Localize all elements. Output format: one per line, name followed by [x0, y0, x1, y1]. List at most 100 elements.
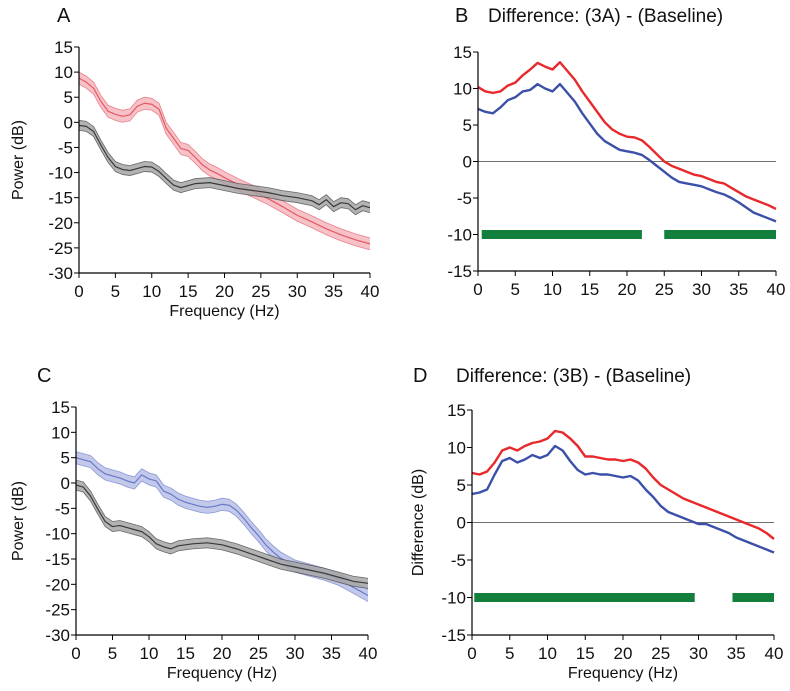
y-tick-label: 0: [61, 474, 70, 493]
series-line-1: [477, 82, 777, 223]
series-band-edge-lower-0: [78, 83, 371, 251]
x-tick-label: 35: [729, 280, 748, 299]
series-band-edge-upper-1: [78, 119, 371, 206]
panel-title: Difference: (3A) - (Baseline): [488, 6, 723, 27]
x-tick-label: 30: [692, 280, 711, 299]
y-tick-label: -25: [45, 601, 70, 620]
y-tick-label: -20: [45, 575, 70, 594]
significance-bar-1: [732, 593, 774, 602]
x-tick-label: 0: [71, 644, 80, 663]
x-tick-label: 30: [288, 282, 307, 301]
series-line-1: [75, 484, 369, 584]
y-tick-label: -10: [48, 164, 73, 183]
x-tick-label: 5: [111, 282, 120, 301]
x-tick-label: 15: [176, 644, 195, 663]
x-tick-label: 30: [689, 644, 708, 663]
y-axis-label: Power (dB): [10, 120, 27, 200]
series-line-0: [477, 61, 777, 211]
series-line-1: [471, 444, 775, 554]
y-tick-label: 15: [51, 398, 70, 417]
x-tick-label: 20: [213, 644, 232, 663]
series-band-edge-upper-0: [78, 71, 371, 239]
x-tick-label: 0: [467, 644, 476, 663]
x-tick-label: 10: [140, 644, 159, 663]
x-axis-label: Frequency (Hz): [568, 665, 678, 682]
x-tick-label: 25: [655, 280, 674, 299]
y-tick-label: 0: [64, 113, 73, 132]
x-tick-label: 40: [765, 644, 784, 663]
significance-bar-1: [664, 230, 776, 239]
y-axis-label: Difference (dB): [410, 469, 427, 576]
panel-b: B Difference: (3A) - (Baseline) 15 10 5 0 -5 -1…: [447, 5, 785, 299]
y-tick-label: -15: [441, 626, 466, 645]
x-tick-label: 10: [538, 644, 557, 663]
x-tick-label: 20: [618, 280, 637, 299]
x-tick-label: 5: [505, 644, 514, 663]
series-band-0: [79, 72, 370, 250]
panel-letter: A: [57, 5, 71, 27]
x-tick-label: 25: [251, 282, 270, 301]
y-tick-label: 0: [463, 153, 472, 172]
series-line-0: [471, 429, 775, 540]
y-tick-label: -30: [48, 264, 73, 283]
series-line-0: [78, 77, 371, 245]
y-tick-label: -15: [48, 189, 73, 208]
series-band-edge-upper-0: [75, 451, 369, 590]
x-axis-label: Frequency (Hz): [169, 303, 279, 320]
panel-letter: D: [413, 365, 427, 387]
series-band-1: [79, 120, 370, 215]
panel-letter: B: [455, 5, 468, 27]
x-tick-label: 15: [580, 280, 599, 299]
y-axis-label: Power (dB): [10, 481, 27, 561]
x-tick-label: 0: [473, 280, 482, 299]
series-line-1: [78, 124, 371, 211]
y-tick-label: -30: [45, 626, 70, 645]
y-tick-label: -20: [48, 214, 73, 233]
y-tick-label: 5: [64, 88, 73, 107]
series-band-1: [76, 479, 368, 589]
y-tick-label: -5: [58, 138, 73, 157]
y-tick-label: 15: [453, 43, 472, 62]
y-tick-label: -10: [45, 525, 70, 544]
y-tick-label: 0: [457, 514, 466, 533]
x-tick-label: 40: [767, 280, 786, 299]
y-tick-label: 5: [457, 476, 466, 495]
x-tick-label: 40: [361, 282, 380, 301]
y-tick-label: 10: [453, 80, 472, 99]
y-tick-label: 15: [447, 401, 466, 420]
y-tick-label: -15: [45, 550, 70, 569]
x-tick-label: 35: [322, 644, 341, 663]
y-tick-label: 5: [61, 449, 70, 468]
x-tick-label: 25: [651, 644, 670, 663]
x-tick-label: 5: [108, 644, 117, 663]
panel-letter: C: [37, 365, 51, 387]
y-tick-label: 10: [54, 63, 73, 82]
x-tick-label: 10: [543, 280, 562, 299]
x-tick-label: 30: [286, 644, 305, 663]
x-tick-label: 25: [249, 644, 268, 663]
series-band-edge-lower-1: [78, 129, 371, 216]
x-tick-label: 15: [179, 282, 198, 301]
x-tick-label: 35: [324, 282, 343, 301]
y-tick-label: -10: [441, 589, 466, 608]
y-tick-label: 10: [51, 423, 70, 442]
x-tick-label: 15: [576, 644, 595, 663]
x-tick-label: 40: [359, 644, 378, 663]
x-tick-label: 20: [614, 644, 633, 663]
x-axis-label: Frequency (Hz): [167, 665, 277, 682]
y-tick-label: -25: [48, 239, 73, 258]
panel-title: Difference: (3B) - (Baseline): [456, 366, 691, 387]
y-tick-label: -5: [451, 551, 466, 570]
x-tick-label: 20: [215, 282, 234, 301]
y-tick-label: 10: [447, 439, 466, 458]
y-tick-label: -15: [447, 262, 472, 281]
series-band-edge-lower-1: [75, 489, 369, 589]
x-tick-label: 35: [727, 644, 746, 663]
x-tick-label: 5: [511, 280, 520, 299]
y-tick-label: 15: [54, 38, 73, 57]
x-tick-label: 10: [142, 282, 161, 301]
y-tick-label: 5: [463, 116, 472, 135]
